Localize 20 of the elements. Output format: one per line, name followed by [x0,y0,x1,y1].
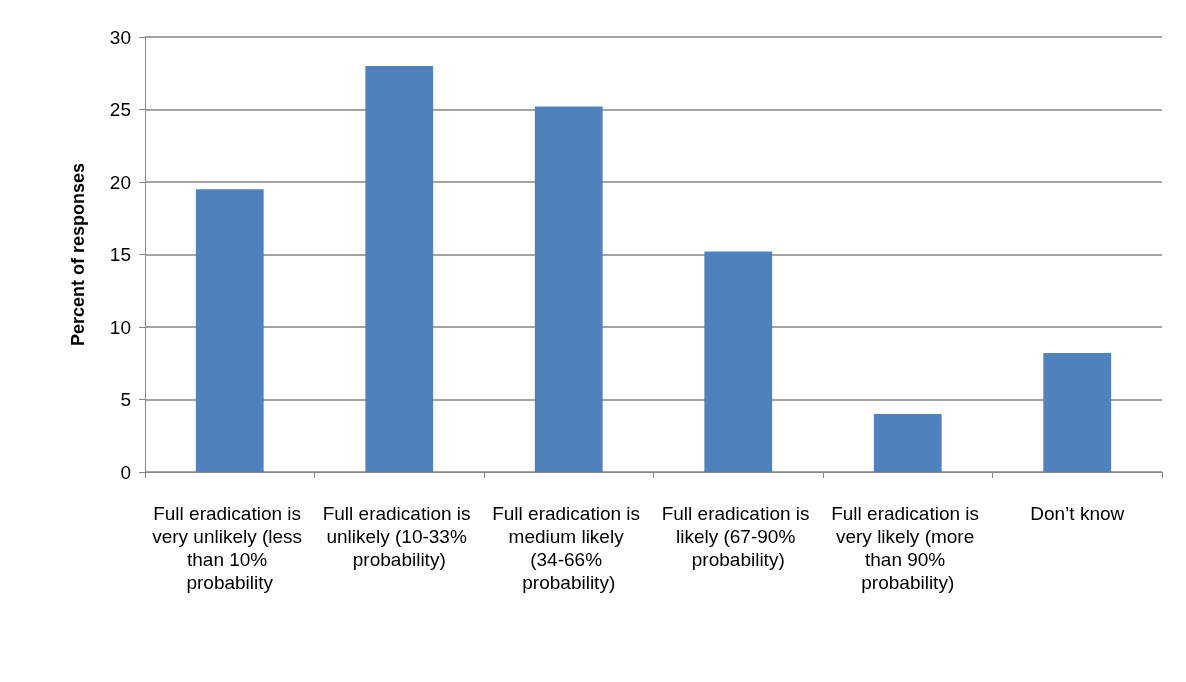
bar [1043,353,1112,472]
bar [534,106,603,472]
y-tick-label: 15 [109,244,131,265]
y-tick-label: 25 [109,99,131,120]
y-tick-label: 5 [120,389,131,410]
x-tick-label: Don’t know [1030,503,1125,524]
y-tick-label: 20 [109,171,131,193]
bar [365,66,434,472]
bar [195,189,264,472]
y-tick-label: 10 [109,316,131,338]
y-tick-label: 30 [109,26,131,48]
y-tick-label: 0 [120,461,131,483]
x-tick-label: Full eradication is very likely (more than 90% probability) [831,503,985,593]
bar [704,251,773,472]
x-tick-label: Full eradication is medium likely (34-66% probability) [492,503,646,593]
x-tick-label: Full eradication is very unlikely (less than 10% probability [152,503,308,593]
y-axis-title: Percent of responses [68,162,88,347]
bar [873,414,942,472]
x-tick-label: Full eradication is unlikely (10-33% probability) [322,503,476,570]
x-tick-label: Full eradication is likely (67-90% probability) [661,503,815,570]
